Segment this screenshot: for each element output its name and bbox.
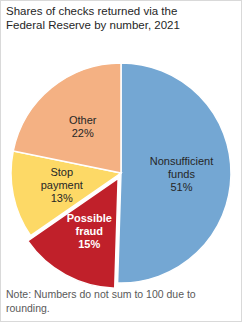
frame xyxy=(1,1,242,322)
data-labels: Nonsufficientfunds51% Possiblefraud15% Sto… xyxy=(41,114,214,251)
text-line: fraud xyxy=(76,225,104,237)
chart: Shares of checks returned via the Federal… xyxy=(0,0,242,322)
category-label: Other xyxy=(69,114,97,126)
category-label: Possiblefraud xyxy=(67,212,112,237)
category-label: Stoppayment xyxy=(41,166,83,191)
value-label: 22% xyxy=(72,127,94,139)
text-line: Nonsufficient xyxy=(150,155,213,167)
text-line: rounding. xyxy=(6,302,50,314)
text-line: funds xyxy=(168,168,195,180)
text-line: Note: Numbers do not sum to 100 due to xyxy=(6,288,196,300)
value-label: 13% xyxy=(51,192,73,204)
pie xyxy=(11,63,231,288)
text-line: Other xyxy=(69,114,97,126)
value-label: 15% xyxy=(78,238,100,250)
value-label: 51% xyxy=(170,181,192,193)
category-label: Nonsufficientfunds xyxy=(150,155,213,180)
text-line: Federal Reserve by number, 2021 xyxy=(6,19,180,31)
text-line: Possible xyxy=(67,212,112,224)
text-line: payment xyxy=(41,179,83,191)
text-line: Shares of checks returned via the xyxy=(6,5,177,17)
title: Shares of checks returned via the Federal… xyxy=(6,5,180,31)
slice xyxy=(118,63,231,283)
slice xyxy=(13,63,121,173)
note: Note: Numbers do not sum to 100 due to ro… xyxy=(6,288,196,314)
text-line: Stop xyxy=(50,166,73,178)
